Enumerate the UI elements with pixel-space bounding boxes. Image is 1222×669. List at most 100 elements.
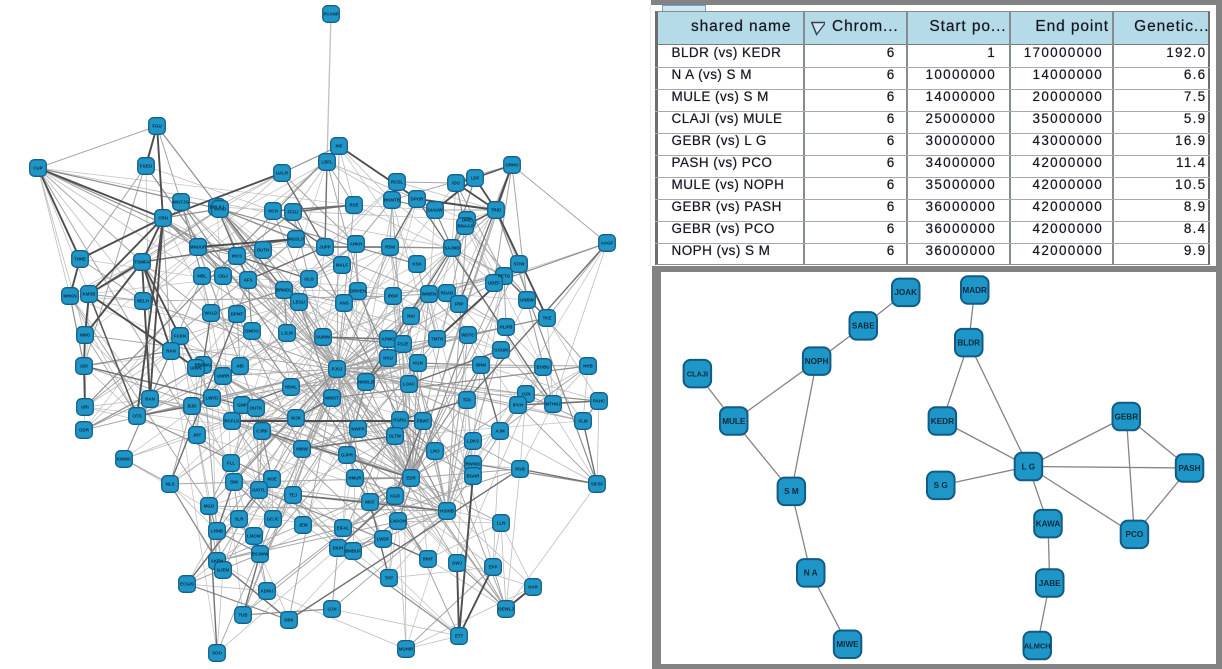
svg-text:ODR: ODR — [79, 428, 90, 433]
svg-text:IHF: IHF — [335, 144, 342, 149]
svg-text:MULE: MULE — [722, 417, 746, 426]
svg-text:CUP: CUP — [33, 166, 42, 171]
svg-text:SOO: SOO — [212, 651, 222, 656]
svg-text:RWWO: RWWO — [466, 462, 481, 467]
svg-text:TUB: TUB — [238, 613, 247, 618]
svg-text:FGEU: FGEU — [140, 164, 152, 169]
svg-text:HAR: HAR — [528, 585, 538, 590]
svg-text:OJN: OJN — [521, 392, 530, 397]
svg-text:MALF: MALF — [336, 263, 349, 268]
svg-text:DBK: DBK — [284, 618, 294, 623]
svg-text:RCFLK: RCFLK — [225, 419, 241, 424]
svg-text:S M: S M — [784, 487, 799, 496]
svg-text:RETG: RETG — [498, 274, 511, 279]
svg-text:EDR: EDR — [406, 476, 416, 481]
svg-text:SABE: SABE — [852, 322, 875, 331]
svg-text:RSM: RSM — [385, 245, 395, 250]
svg-text:LWFD: LWFD — [206, 396, 218, 401]
svg-text:ABI: ABI — [236, 364, 244, 369]
svg-text:GNP: GNP — [237, 403, 247, 408]
svg-text:BLDR: BLDR — [957, 339, 980, 348]
svg-text:LLN: LLN — [497, 521, 506, 526]
svg-text:WALD: WALD — [205, 311, 218, 316]
svg-text:LOAC: LOAC — [403, 382, 416, 387]
svg-text:IDO: IDO — [452, 181, 460, 186]
svg-text:SAJMD: SAJMD — [444, 246, 459, 251]
svg-text:PCANP: PCANP — [323, 12, 338, 17]
svg-text:GCJC: GCJC — [267, 517, 280, 522]
svg-text:IPCH: IPCH — [513, 403, 524, 408]
svg-text:LHNB: LHNB — [211, 529, 223, 534]
svg-text:CJRF: CJRF — [256, 429, 268, 434]
svg-text:FRP: FRP — [455, 302, 464, 307]
svg-text:ETT: ETT — [455, 634, 464, 639]
svg-text:RGRG: RGRG — [393, 418, 407, 423]
svg-text:NOPH: NOPH — [805, 357, 829, 366]
svg-text:PGB: PGB — [515, 467, 525, 472]
svg-text:THT: THT — [385, 576, 394, 581]
svg-text:RDAD: RDAD — [441, 291, 454, 296]
svg-text:MHKN: MHKN — [63, 294, 76, 299]
svg-text:WWEN: WWEN — [422, 292, 436, 297]
svg-text:OUTK: OUTK — [250, 406, 263, 411]
svg-text:URI: URI — [81, 405, 89, 410]
svg-text:MMW: MMW — [296, 447, 308, 452]
svg-text:MCF: MCF — [365, 500, 375, 505]
svg-text:NMO: NMO — [80, 333, 91, 338]
svg-text:LDKS: LDKS — [467, 439, 479, 444]
svg-text:UNBW: UNBW — [520, 298, 535, 303]
svg-text:BHM: BHM — [476, 363, 486, 368]
svg-text:LDF: LDF — [471, 176, 480, 181]
svg-text:ALMCH: ALMCH — [1024, 641, 1051, 650]
svg-text:MBL: MBL — [197, 274, 207, 279]
svg-text:ECGIS: ECGIS — [180, 582, 194, 587]
svg-text:NIU: NIU — [407, 314, 415, 319]
svg-text:KGD: KGD — [390, 494, 400, 499]
svg-text:JABE: JABE — [1039, 579, 1061, 588]
svg-text:FCKN: FCKN — [174, 334, 186, 339]
svg-text:FGU: FGU — [152, 124, 161, 129]
svg-text:GJPR: GJPR — [341, 453, 354, 458]
svg-text:AJM: AJM — [495, 429, 505, 434]
svg-text:RAN: RAN — [145, 397, 155, 402]
svg-text:EIFAL: EIFAL — [337, 526, 350, 531]
svg-text:APMO: APMO — [381, 337, 395, 342]
svg-text:OUTH: OUTH — [257, 248, 269, 253]
svg-text:FLL: FLL — [227, 461, 235, 466]
svg-text:UALR: UALR — [276, 171, 289, 176]
svg-text:HSIHB: HSIHB — [440, 509, 454, 514]
svg-text:DLTW: DLTW — [389, 434, 402, 439]
svg-text:DME: DME — [462, 218, 472, 223]
svg-text:PASH: PASH — [1178, 464, 1200, 473]
svg-text:FLM: FLM — [578, 419, 587, 424]
svg-text:N A: N A — [804, 569, 818, 578]
svg-text:NLS: NLS — [166, 482, 175, 487]
svg-text:NMOLB: NMOLB — [358, 380, 374, 385]
svg-text:AFS: AFS — [244, 278, 253, 283]
svg-text:MUHIR: MUHIR — [399, 647, 414, 652]
svg-text:MGO: MGO — [204, 504, 215, 509]
svg-text:GIAUW: GIAUW — [427, 208, 443, 213]
svg-text:LNAOH: LNAOH — [390, 519, 406, 524]
svg-text:ULO: ULO — [304, 277, 314, 282]
svg-text:ANS: ANS — [339, 301, 348, 306]
svg-text:CLAJI: CLAJI — [687, 370, 708, 379]
svg-text:IJGJ: IJGJ — [218, 274, 228, 279]
svg-text:PAHC: PAHC — [593, 399, 606, 404]
svg-text:HCH: HCH — [268, 209, 278, 214]
svg-text:LMOW: LMOW — [247, 534, 262, 539]
svg-text:MWST: MWST — [325, 396, 339, 401]
svg-text:GJEM: GJEM — [217, 568, 230, 573]
svg-text:FBWT: FBWT — [417, 419, 430, 424]
svg-text:SIFSF: SIFSF — [591, 482, 604, 487]
svg-text:LWDF: LWDF — [377, 537, 390, 542]
svg-text:BMBUF: BMBUF — [345, 549, 361, 554]
svg-text:TOMFA: TOMFA — [134, 260, 150, 265]
svg-text:AKEH: AKEH — [211, 559, 223, 564]
svg-text:KAWA: KAWA — [1036, 519, 1061, 528]
svg-text:OTS: OTS — [132, 414, 141, 419]
svg-text:UNRR: UNRR — [217, 374, 231, 379]
svg-text:UDEF: UDEF — [488, 281, 500, 286]
svg-text:IRDP: IRDP — [388, 294, 399, 299]
svg-text:RINT: RINT — [423, 557, 434, 562]
